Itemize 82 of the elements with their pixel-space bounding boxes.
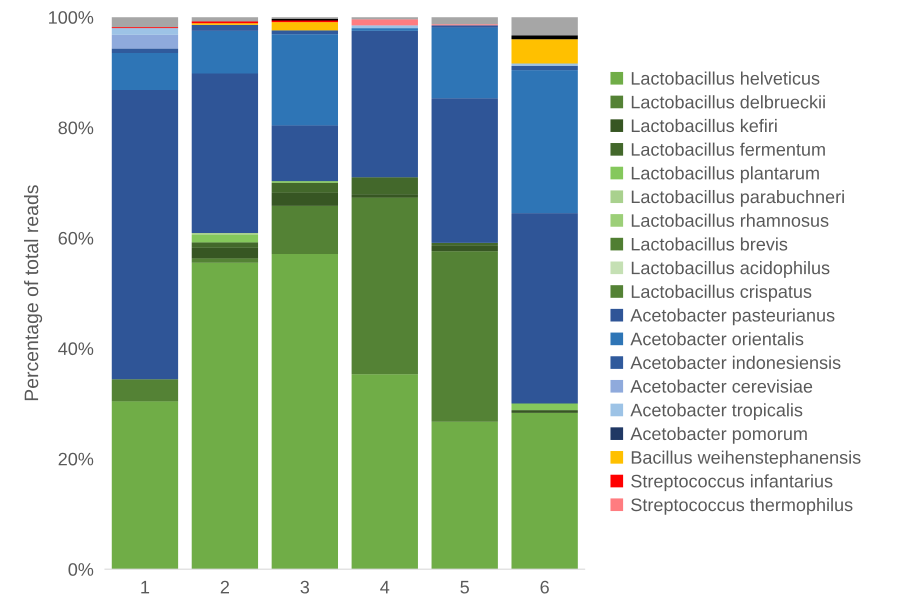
x-tick-label: 4	[380, 580, 390, 594]
bar	[272, 34, 338, 126]
bar	[192, 248, 258, 258]
bar	[432, 242, 498, 246]
x-tick-label: 1	[141, 580, 150, 594]
legend-label: Bacillus weihenstephanensis	[632, 450, 861, 468]
x-tick-label: 6	[540, 580, 549, 594]
x-tick-label: 3	[300, 580, 310, 594]
legend-label: Acetobacter cerevisiae	[630, 380, 812, 393]
legend-label: Lactobacillus brevis	[632, 237, 788, 251]
bar	[352, 198, 418, 374]
y-tick-label: 60%	[58, 232, 94, 245]
x-tick-label: 2	[220, 580, 230, 594]
legend-label: Lactobacillus delbrueckii	[632, 95, 825, 108]
bar	[511, 17, 578, 36]
legend-label: Acetobacter indonesiensis	[630, 356, 840, 370]
legend-label: Lactobacillus rhamnosus	[632, 214, 828, 227]
bar	[272, 192, 338, 206]
bar	[192, 234, 258, 242]
bar	[432, 17, 498, 24]
y-tick-label: 100%	[49, 11, 94, 24]
bar	[432, 98, 498, 243]
legend-label: Lactobacillus helveticus	[632, 72, 820, 85]
bar	[432, 422, 498, 570]
bar	[272, 22, 338, 30]
legend-label: Acetobacter pomorum	[630, 426, 807, 444]
bar	[112, 53, 178, 90]
bar	[511, 70, 578, 214]
bar	[352, 30, 418, 178]
bar	[352, 177, 418, 194]
bar	[511, 412, 578, 570]
y-tick-label: 20%	[58, 452, 94, 466]
bar	[432, 251, 498, 422]
bar	[112, 17, 178, 28]
bar	[112, 48, 178, 54]
bar	[352, 25, 418, 28]
bar	[192, 24, 258, 31]
bar	[112, 379, 178, 402]
bar	[272, 125, 338, 182]
legend-label: Lactobacillus fermentum	[632, 142, 825, 156]
bar	[511, 404, 578, 410]
legend-label: Lactobacillus parabuchneri	[632, 190, 844, 207]
y-axis-title: Percentage of total reads	[24, 185, 42, 400]
bar	[192, 258, 258, 263]
bar	[112, 28, 178, 35]
bar	[192, 30, 258, 74]
bar	[352, 28, 418, 31]
bar	[272, 182, 338, 193]
bar	[272, 206, 338, 254]
legend-label: Streptococcus thermophilus	[631, 498, 852, 515]
y-tick-label: 80%	[58, 121, 94, 134]
legend-label: Lactobacillus plantarum	[632, 166, 819, 184]
bar	[352, 194, 418, 198]
bar	[192, 17, 258, 22]
y-tick-label: 0%	[68, 563, 94, 576]
bar	[192, 262, 258, 570]
bar	[432, 246, 498, 252]
bar	[192, 73, 258, 233]
bar	[112, 90, 178, 380]
bar	[511, 39, 578, 64]
legend-label: Streptococcus infantarius	[631, 474, 832, 492]
legend-label: Acetobacter tropicalis	[630, 403, 802, 420]
bar	[272, 30, 338, 34]
legend-label: Acetobacter pasteurianus	[630, 308, 834, 326]
y-tick-label: 40%	[58, 342, 94, 356]
bar	[511, 213, 578, 404]
bar	[432, 28, 498, 98]
bar	[272, 254, 338, 570]
bar	[192, 242, 258, 248]
bar	[511, 66, 578, 70]
legend-label: Acetobacter orientalis	[630, 332, 804, 346]
legend-label: Lactobacillus kefiri	[632, 118, 777, 132]
x-tick-label: 5	[460, 580, 469, 594]
bar	[511, 35, 578, 40]
legend-label: Lactobacillus acidophilus	[632, 261, 830, 278]
bar	[432, 25, 498, 28]
legend-label: Lactobacillus crispatus	[632, 284, 812, 302]
bar	[511, 410, 578, 413]
bar	[112, 401, 178, 570]
bar	[112, 34, 178, 49]
bar	[352, 19, 418, 26]
bar	[352, 374, 418, 570]
